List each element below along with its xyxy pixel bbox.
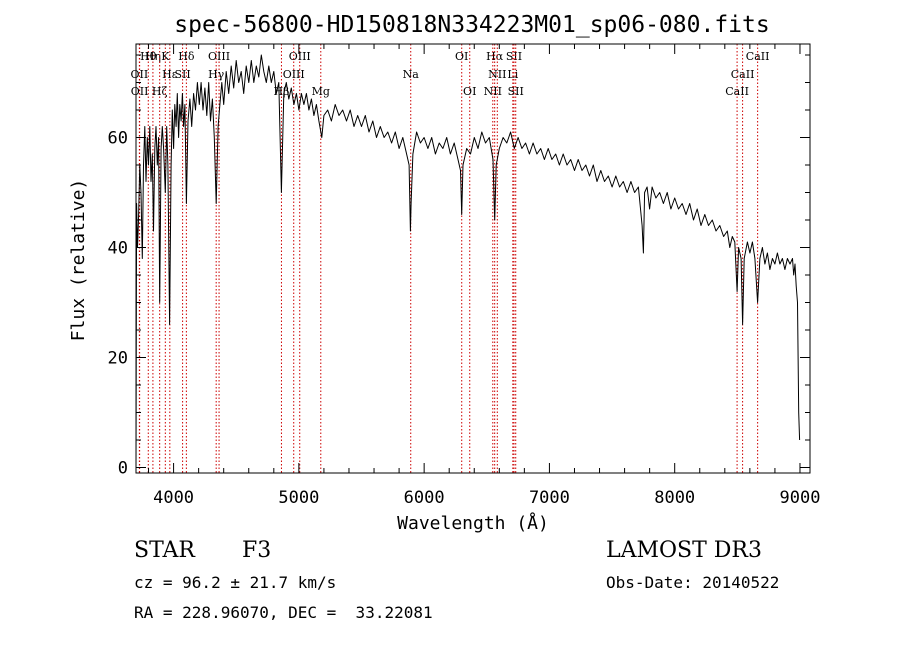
coordinates: RA = 228.96070, DEC = 33.22081 xyxy=(134,603,433,622)
line-marker-label: Mg xyxy=(312,85,330,98)
line-marker-label: OII xyxy=(131,85,149,98)
object-type: STAR xyxy=(134,538,195,563)
axis-tick-labels: 4000 5000 6000 7000 8000 9000 0 20 40 60 xyxy=(108,129,821,509)
y-tick-label: 0 xyxy=(118,459,128,479)
line-marker-label: Hε xyxy=(162,68,178,81)
redshift-velocity: cz = 96.2 ± 21.7 km/s xyxy=(134,573,337,592)
line-marker-label: CaII xyxy=(746,50,770,63)
x-axis-label: Wavelength (Å) xyxy=(397,512,549,534)
line-marker-label: OIII xyxy=(289,50,311,63)
y-axis-label: Flux (relative) xyxy=(68,179,89,342)
line-marker-label: OI xyxy=(463,85,476,98)
line-marker-label: NII xyxy=(488,68,506,81)
x-tick-label: 4000 xyxy=(153,488,194,508)
axis-ticks xyxy=(136,44,810,473)
line-marker-label: SII xyxy=(508,85,524,98)
x-tick-label: 9000 xyxy=(780,488,821,508)
line-marker-label: OIII xyxy=(208,50,230,63)
line-marker-label: CaII xyxy=(725,85,749,98)
line-marker-label: Na xyxy=(403,68,420,81)
line-marker-label: Hη xyxy=(145,50,161,63)
spectrum-line xyxy=(135,54,801,468)
x-tick-label: 7000 xyxy=(529,488,570,508)
survey-name: LAMOST DR3 xyxy=(606,538,762,563)
y-tick-label: 60 xyxy=(108,129,128,149)
line-marker-label: OIII xyxy=(283,68,305,81)
line-marker-label: Hζ xyxy=(152,85,168,98)
line-marker-label: K xyxy=(161,50,170,63)
observation-date: Obs-Date: 20140522 xyxy=(606,573,780,592)
line-marker-label: SII xyxy=(174,68,190,81)
line-marker-label: CaII xyxy=(731,68,755,81)
line-marker-label: OII xyxy=(131,68,149,81)
plot-frame xyxy=(135,43,811,474)
line-marker-label: Li xyxy=(507,68,518,81)
line-marker-label: OI xyxy=(455,50,468,63)
chart-title: spec-56800-HD150818N334223M01_sp06-080.f… xyxy=(174,12,769,38)
x-tick-label: 5000 xyxy=(278,488,319,508)
spectral-subclass: F3 xyxy=(242,538,272,563)
line-marker-label: Hα xyxy=(486,50,504,63)
x-tick-label: 6000 xyxy=(404,488,445,508)
line-marker-label: Hδ xyxy=(178,50,195,63)
y-tick-label: 20 xyxy=(108,349,128,369)
line-marker-label: SII xyxy=(506,50,522,63)
y-tick-label: 40 xyxy=(108,239,128,259)
line-marker-label: NII xyxy=(484,85,502,98)
spectrum-series xyxy=(135,54,801,468)
line-marker-label: Hγ xyxy=(208,68,225,81)
x-tick-label: 8000 xyxy=(654,488,695,508)
line-marker-label: Hθ xyxy=(140,50,157,63)
